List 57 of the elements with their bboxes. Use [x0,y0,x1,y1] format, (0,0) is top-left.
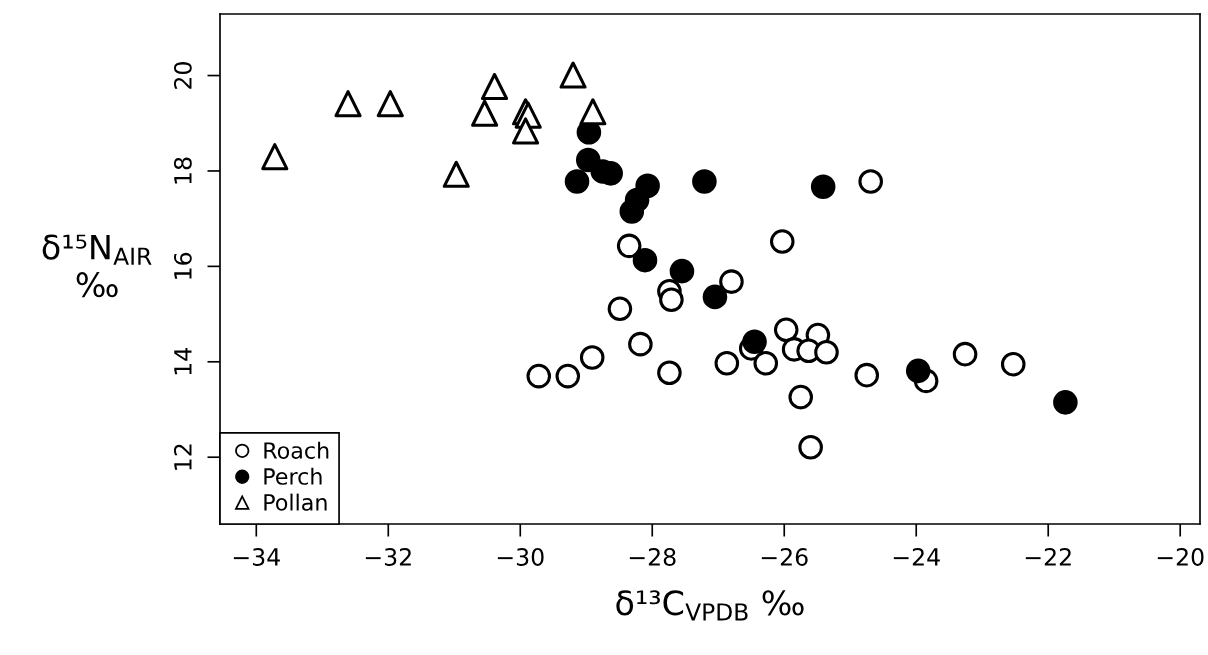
legend-label: Roach [264,441,329,459]
y-tick-label: 18 [173,157,192,184]
point [632,247,658,273]
legend-label: Perch [264,467,322,485]
point [579,345,605,370]
x-tick-label: −24 [893,548,940,566]
point [692,169,717,194]
point [1000,351,1026,377]
point [702,284,728,310]
x-tick-label: −32 [365,548,411,566]
point [742,329,767,355]
point [442,160,470,188]
point [559,61,587,89]
point [773,317,799,343]
x-tick-label: −34 [233,548,280,566]
point [526,363,552,389]
point [579,98,607,126]
y-tick-label: 14 [174,348,192,375]
point [657,360,682,386]
point [628,331,653,357]
point [788,384,814,410]
legend-label: Pollan [264,493,327,511]
point [616,233,642,259]
point [753,350,779,376]
point [1053,390,1078,415]
x-tick-label: −30 [497,548,544,566]
point [480,72,509,101]
point [814,339,839,365]
point [619,199,645,224]
point [769,229,795,254]
x-tick-label: −28 [629,548,676,566]
point [905,358,931,384]
point [659,287,684,313]
point [952,341,978,367]
y-tick-label: 12 [173,444,192,470]
point [669,258,695,284]
point [471,99,499,127]
x-tick-label: −22 [1025,548,1071,566]
point [555,363,581,389]
point [511,117,540,145]
point [719,269,744,294]
point [714,350,740,376]
y-tick-label: 16 [173,252,192,279]
x-tick-label: −20 [1157,548,1204,566]
point [376,90,404,118]
x-tick-label: −26 [761,548,808,566]
y-axis-title: δ¹⁵N$_{AIR}$ ‰ [42,234,152,298]
y-tick-label: 20 [173,62,192,89]
point [854,362,880,388]
point [564,169,590,194]
point [607,296,633,322]
point [261,143,289,171]
x-axis-title: δ¹³C$_{VPDB}$ ‰ [616,590,804,621]
point [858,169,883,194]
point [334,90,362,118]
point [810,174,836,199]
point [798,434,823,460]
